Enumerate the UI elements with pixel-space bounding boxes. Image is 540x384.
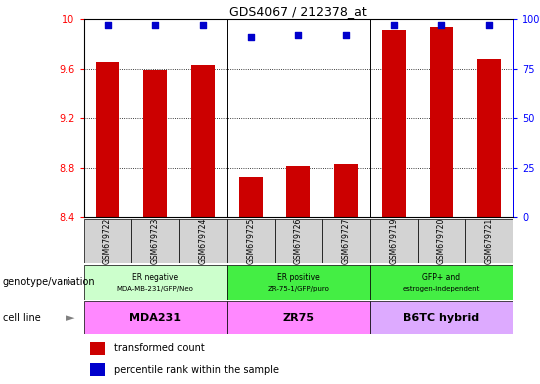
Bar [477,59,501,217]
Text: ►: ► [66,313,75,323]
Bar [334,164,358,217]
Text: cell line: cell line [3,313,40,323]
Text: GSM679721: GSM679721 [485,218,494,264]
Bar [286,166,310,217]
Text: GSM679724: GSM679724 [199,218,207,264]
Text: GSM679723: GSM679723 [151,218,160,264]
Title: GDS4067 / 212378_at: GDS4067 / 212378_at [230,5,367,18]
Text: estrogen-independent: estrogen-independent [403,286,480,292]
Bar [143,70,167,217]
Text: genotype/variation: genotype/variation [3,277,96,287]
Point [437,22,446,28]
Bar [179,219,227,263]
Bar [370,301,513,334]
Text: percentile rank within the sample: percentile rank within the sample [114,364,279,375]
Text: B6TC hybrid: B6TC hybrid [403,313,480,323]
Text: ZR-75-1/GFP/puro: ZR-75-1/GFP/puro [267,286,329,292]
Bar [239,177,262,217]
Point [103,22,112,28]
Bar [84,301,227,334]
Point [342,32,350,38]
Bar [84,219,131,263]
Bar [227,219,274,263]
Bar [90,342,105,355]
Text: GSM679725: GSM679725 [246,218,255,264]
Bar [84,265,227,300]
Bar [417,219,465,263]
Bar [131,219,179,263]
Text: MDA231: MDA231 [129,313,181,323]
Bar [96,63,119,217]
Point [389,22,398,28]
Point [485,22,494,28]
Bar [370,265,513,300]
Text: ►: ► [66,277,75,287]
Text: GSM679726: GSM679726 [294,218,303,264]
Text: ER positive: ER positive [277,273,320,281]
Bar [429,26,454,217]
Bar [274,219,322,263]
Bar [370,219,417,263]
Point [294,32,302,38]
Text: GSM679720: GSM679720 [437,218,446,264]
Text: GSM679719: GSM679719 [389,218,399,264]
Text: ER negative: ER negative [132,273,178,281]
Bar [227,301,370,334]
Text: ZR75: ZR75 [282,313,314,323]
Point [246,34,255,40]
Text: MDA-MB-231/GFP/Neo: MDA-MB-231/GFP/Neo [117,286,194,292]
Text: GSM679727: GSM679727 [341,218,350,264]
Bar [227,265,370,300]
Bar [465,219,513,263]
Text: GFP+ and: GFP+ and [422,273,461,281]
Text: transformed count: transformed count [114,343,205,354]
Bar [191,65,215,217]
Bar [90,363,105,376]
Bar [382,30,406,217]
Point [151,22,160,28]
Bar [322,219,370,263]
Text: GSM679722: GSM679722 [103,218,112,264]
Point [199,22,207,28]
